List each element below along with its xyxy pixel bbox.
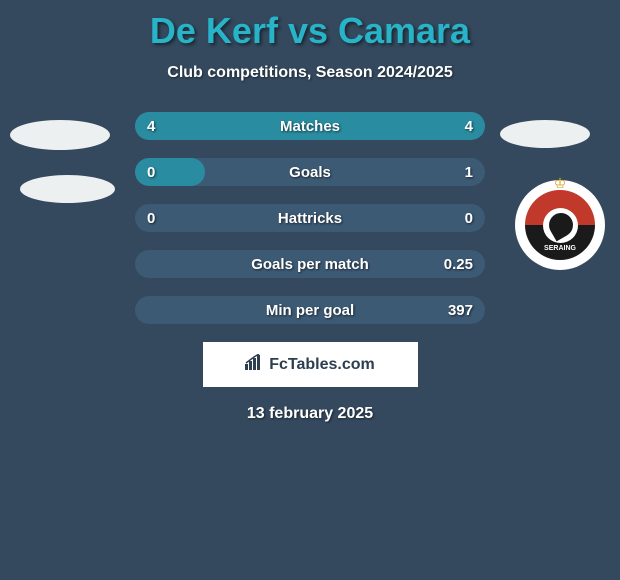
chart-icon [245, 354, 265, 375]
stat-value-right: 1 [465, 164, 473, 181]
stat-row: Goals per match 0.25 [135, 250, 485, 278]
stat-value-right: 0 [465, 210, 473, 227]
right-badge-shadow-1 [500, 120, 590, 148]
attribution-logo: FcTables.com [203, 342, 418, 387]
stat-row: 4 Matches 4 [135, 112, 485, 140]
left-badge-shadow-1 [10, 120, 110, 150]
stat-row: 0 Hattricks 0 [135, 204, 485, 232]
stat-value-right: 0.25 [444, 256, 473, 273]
stat-label: Matches [280, 118, 340, 135]
attribution-text: FcTables.com [269, 356, 375, 374]
club-crest: ♔ SERAING [515, 180, 605, 270]
stat-row: Min per goal 397 [135, 296, 485, 324]
stat-label: Goals [289, 164, 331, 181]
stat-label: Hattricks [278, 210, 342, 227]
stat-value-left: 0 [147, 210, 155, 227]
stat-label: Min per goal [266, 302, 354, 319]
crest-inner: SERAING [525, 190, 595, 260]
comparison-subtitle: Club competitions, Season 2024/2025 [0, 64, 620, 82]
stat-value-left: 4 [147, 118, 155, 135]
crest-outer: ♔ SERAING [515, 180, 605, 270]
stats-container: 4 Matches 4 0 Goals 1 0 Hattricks 0 Goals per mat… [135, 112, 485, 324]
stat-label: Goals per match [251, 256, 369, 273]
stat-row: 0 Goals 1 [135, 158, 485, 186]
date-label: 13 february 2025 [0, 405, 620, 423]
comparison-title: De Kerf vs Camara [0, 0, 620, 52]
stat-value-right: 4 [465, 118, 473, 135]
stat-bar-left [135, 158, 205, 186]
left-badge-shadow-2 [20, 175, 115, 203]
lion-icon [543, 208, 578, 243]
left-player-badge [10, 120, 110, 210]
stat-value-left: 0 [147, 164, 155, 181]
stat-value-right: 397 [448, 302, 473, 319]
crest-label: SERAING [544, 245, 576, 252]
